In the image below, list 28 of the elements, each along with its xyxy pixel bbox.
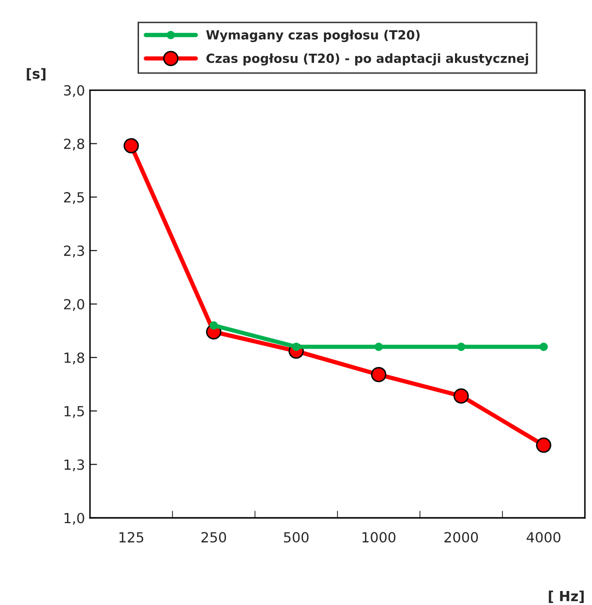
x-tick-label: 4000 [526,532,560,543]
point [539,342,548,351]
y-tick-label: 3,0 [64,85,84,98]
legend-label: Czas pogłosu (T20) - po adaptacji akustycznej [206,53,528,66]
legend-label: Wymagany czas pogłosu (T20) [206,30,420,42]
x-tick-label: 1000 [362,532,396,543]
y-tick-label: 1,3 [64,459,84,472]
point [371,366,386,382]
y-tick-label: 1,5 [64,406,84,418]
x-tick-label: 250 [201,532,226,543]
y-tick-label: 1,0 [64,512,84,525]
y-axis-title: [s] [26,68,46,81]
x-axis-title: [ Hz] [548,590,584,603]
y-tick-label: 2,8 [64,138,84,151]
point [457,342,466,351]
point [374,342,383,351]
point [292,342,300,351]
y-tick-label: 2,0 [64,298,84,311]
x-tick-label: 2000 [444,532,478,543]
point [210,321,218,330]
y-tick-label: 2,5 [64,192,84,204]
point [124,138,139,154]
y-tick-label: 2,3 [64,246,84,258]
x-tick-label: 500 [284,532,309,543]
point [454,388,469,404]
y-tick-label: 1,8 [64,352,84,364]
point [536,438,552,453]
x-tick-label: 125 [119,532,144,543]
